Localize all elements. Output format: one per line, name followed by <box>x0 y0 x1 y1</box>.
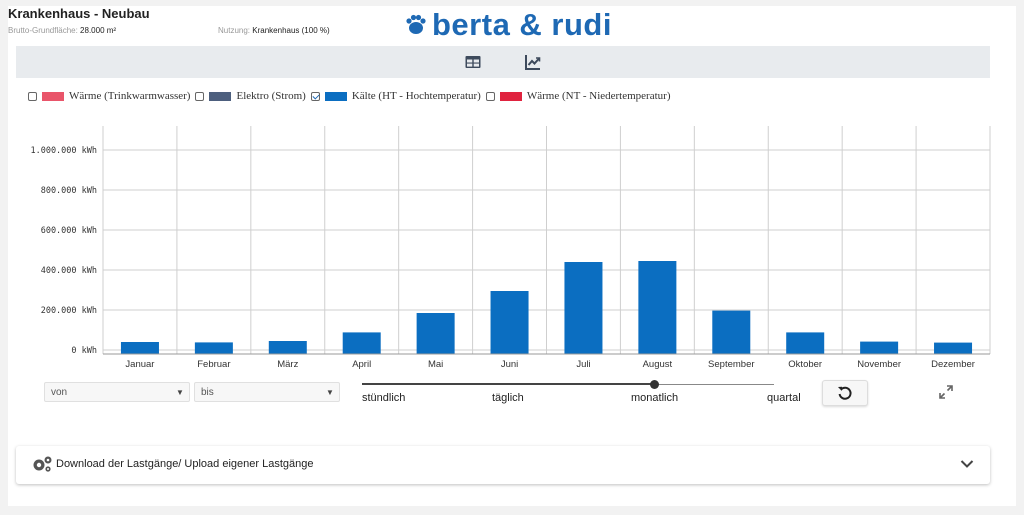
x-tick-label: August <box>643 359 673 370</box>
bar <box>490 291 529 354</box>
bar <box>934 342 973 354</box>
resolution-slider-fill <box>362 383 654 385</box>
legend-checkbox[interactable] <box>310 91 320 101</box>
legend-item[interactable]: Wärme (Trinkwarmwasser) <box>28 90 190 102</box>
brand-logo: berta & rudi <box>404 6 612 44</box>
legend-item[interactable]: Wärme (NT - Niedertemperatur) <box>485 90 671 102</box>
legend-swatch <box>324 91 347 101</box>
resolution-label-monthly[interactable]: monatlich <box>631 392 679 404</box>
x-tick-label: Januar <box>125 359 154 370</box>
legend-checkbox[interactable] <box>485 91 495 101</box>
bar-chart: 0 kWh 200.000 kWh 400.000 kWh 600.000 kWh 80… <box>30 126 991 370</box>
bar <box>194 342 233 354</box>
expand-icon[interactable] <box>938 384 954 400</box>
y-tick-label: 400.000 kWh <box>41 266 97 276</box>
legend-checkbox[interactable] <box>28 91 37 101</box>
legend-checkbox[interactable] <box>195 91 205 101</box>
from-select[interactable]: von ▼ <box>44 382 190 402</box>
bar <box>342 332 381 354</box>
x-tick-label: Juli <box>576 359 590 370</box>
bar <box>268 341 307 354</box>
download-upload-accordion[interactable]: Download der Lastgänge/ Upload eigener L… <box>16 446 990 484</box>
resolution-label-hourly[interactable]: stündlich <box>362 392 406 404</box>
page-container <box>8 6 1016 506</box>
legend-label: Wärme (NT - Niedertemperatur) <box>526 90 671 102</box>
line-chart-icon[interactable] <box>524 53 542 71</box>
x-tick-label: Dezember <box>931 359 975 370</box>
gears-icon <box>33 456 52 472</box>
table-icon[interactable] <box>464 53 482 71</box>
bar <box>638 261 677 354</box>
y-tick-label: 600.000 kWh <box>41 226 97 236</box>
chevron-down-icon: ▼ <box>176 387 184 397</box>
x-tick-label: Februar <box>197 359 230 370</box>
x-tick-label: Juni <box>501 359 518 370</box>
x-tick-label: September <box>708 359 754 370</box>
resolution-label-quarterly[interactable]: quartal <box>767 392 801 404</box>
legend-item[interactable]: Elektro (Strom) <box>195 90 306 102</box>
chevron-down-icon <box>960 460 974 468</box>
legend-label: Kälte (HT - Hochtemperatur) <box>351 90 481 102</box>
reset-icon <box>838 386 852 400</box>
paw-icon <box>406 14 426 34</box>
to-select[interactable]: bis ▼ <box>194 382 340 402</box>
bar <box>564 262 603 354</box>
resolution-slider-thumb[interactable] <box>650 380 659 389</box>
bar <box>712 310 751 354</box>
reset-button[interactable] <box>822 380 868 406</box>
legend-item[interactable]: Kälte (HT - Hochtemperatur) <box>310 90 481 102</box>
x-tick-label: April <box>352 359 371 370</box>
resolution-label-daily[interactable]: täglich <box>492 392 524 404</box>
legend-label: Wärme (Trinkwarmwasser) <box>69 90 191 102</box>
legend-swatch <box>209 91 232 101</box>
x-tick-label: März <box>277 359 298 370</box>
view-tabbar <box>16 46 990 78</box>
y-tick-label: 1.000.000 kWh <box>30 146 97 156</box>
x-tick-label: Oktober <box>788 359 822 370</box>
accordion-label: Download der Lastgänge/ Upload eigener L… <box>56 458 314 470</box>
x-tick-label: Mai <box>428 359 443 370</box>
x-tick-label: November <box>857 359 901 370</box>
bar <box>416 313 455 354</box>
usage-info: Nutzung: Krankenhaus (100 %) <box>218 26 330 35</box>
page-title: Krankenhaus - Neubau <box>8 6 150 21</box>
bar <box>786 332 825 354</box>
legend-label: Elektro (Strom) <box>236 90 306 102</box>
logo-text: berta & rudi <box>432 7 612 42</box>
y-tick-label: 0 kWh <box>71 346 97 356</box>
chevron-down-icon: ▼ <box>326 387 334 397</box>
usage-label: Nutzung: <box>218 26 251 35</box>
area-value: 28.000 m² <box>80 26 117 35</box>
y-tick-label: 800.000 kWh <box>41 186 97 196</box>
y-tick-label: 200.000 kWh <box>41 306 97 316</box>
from-select-value: von <box>51 387 68 398</box>
usage-value: Krankenhaus (100 %) <box>252 26 330 35</box>
bar <box>860 341 899 354</box>
legend-swatch <box>499 91 522 101</box>
to-select-value: bis <box>201 387 214 398</box>
legend-swatch <box>42 91 64 101</box>
area-label: Brutto-Grundfläche: <box>8 26 78 35</box>
chart-legend: Wärme (Trinkwarmwasser) Elektro (Strom) Kä… <box>28 90 675 102</box>
area-info: Brutto-Grundfläche: 28.000 m² <box>8 26 116 35</box>
bar <box>120 342 159 354</box>
